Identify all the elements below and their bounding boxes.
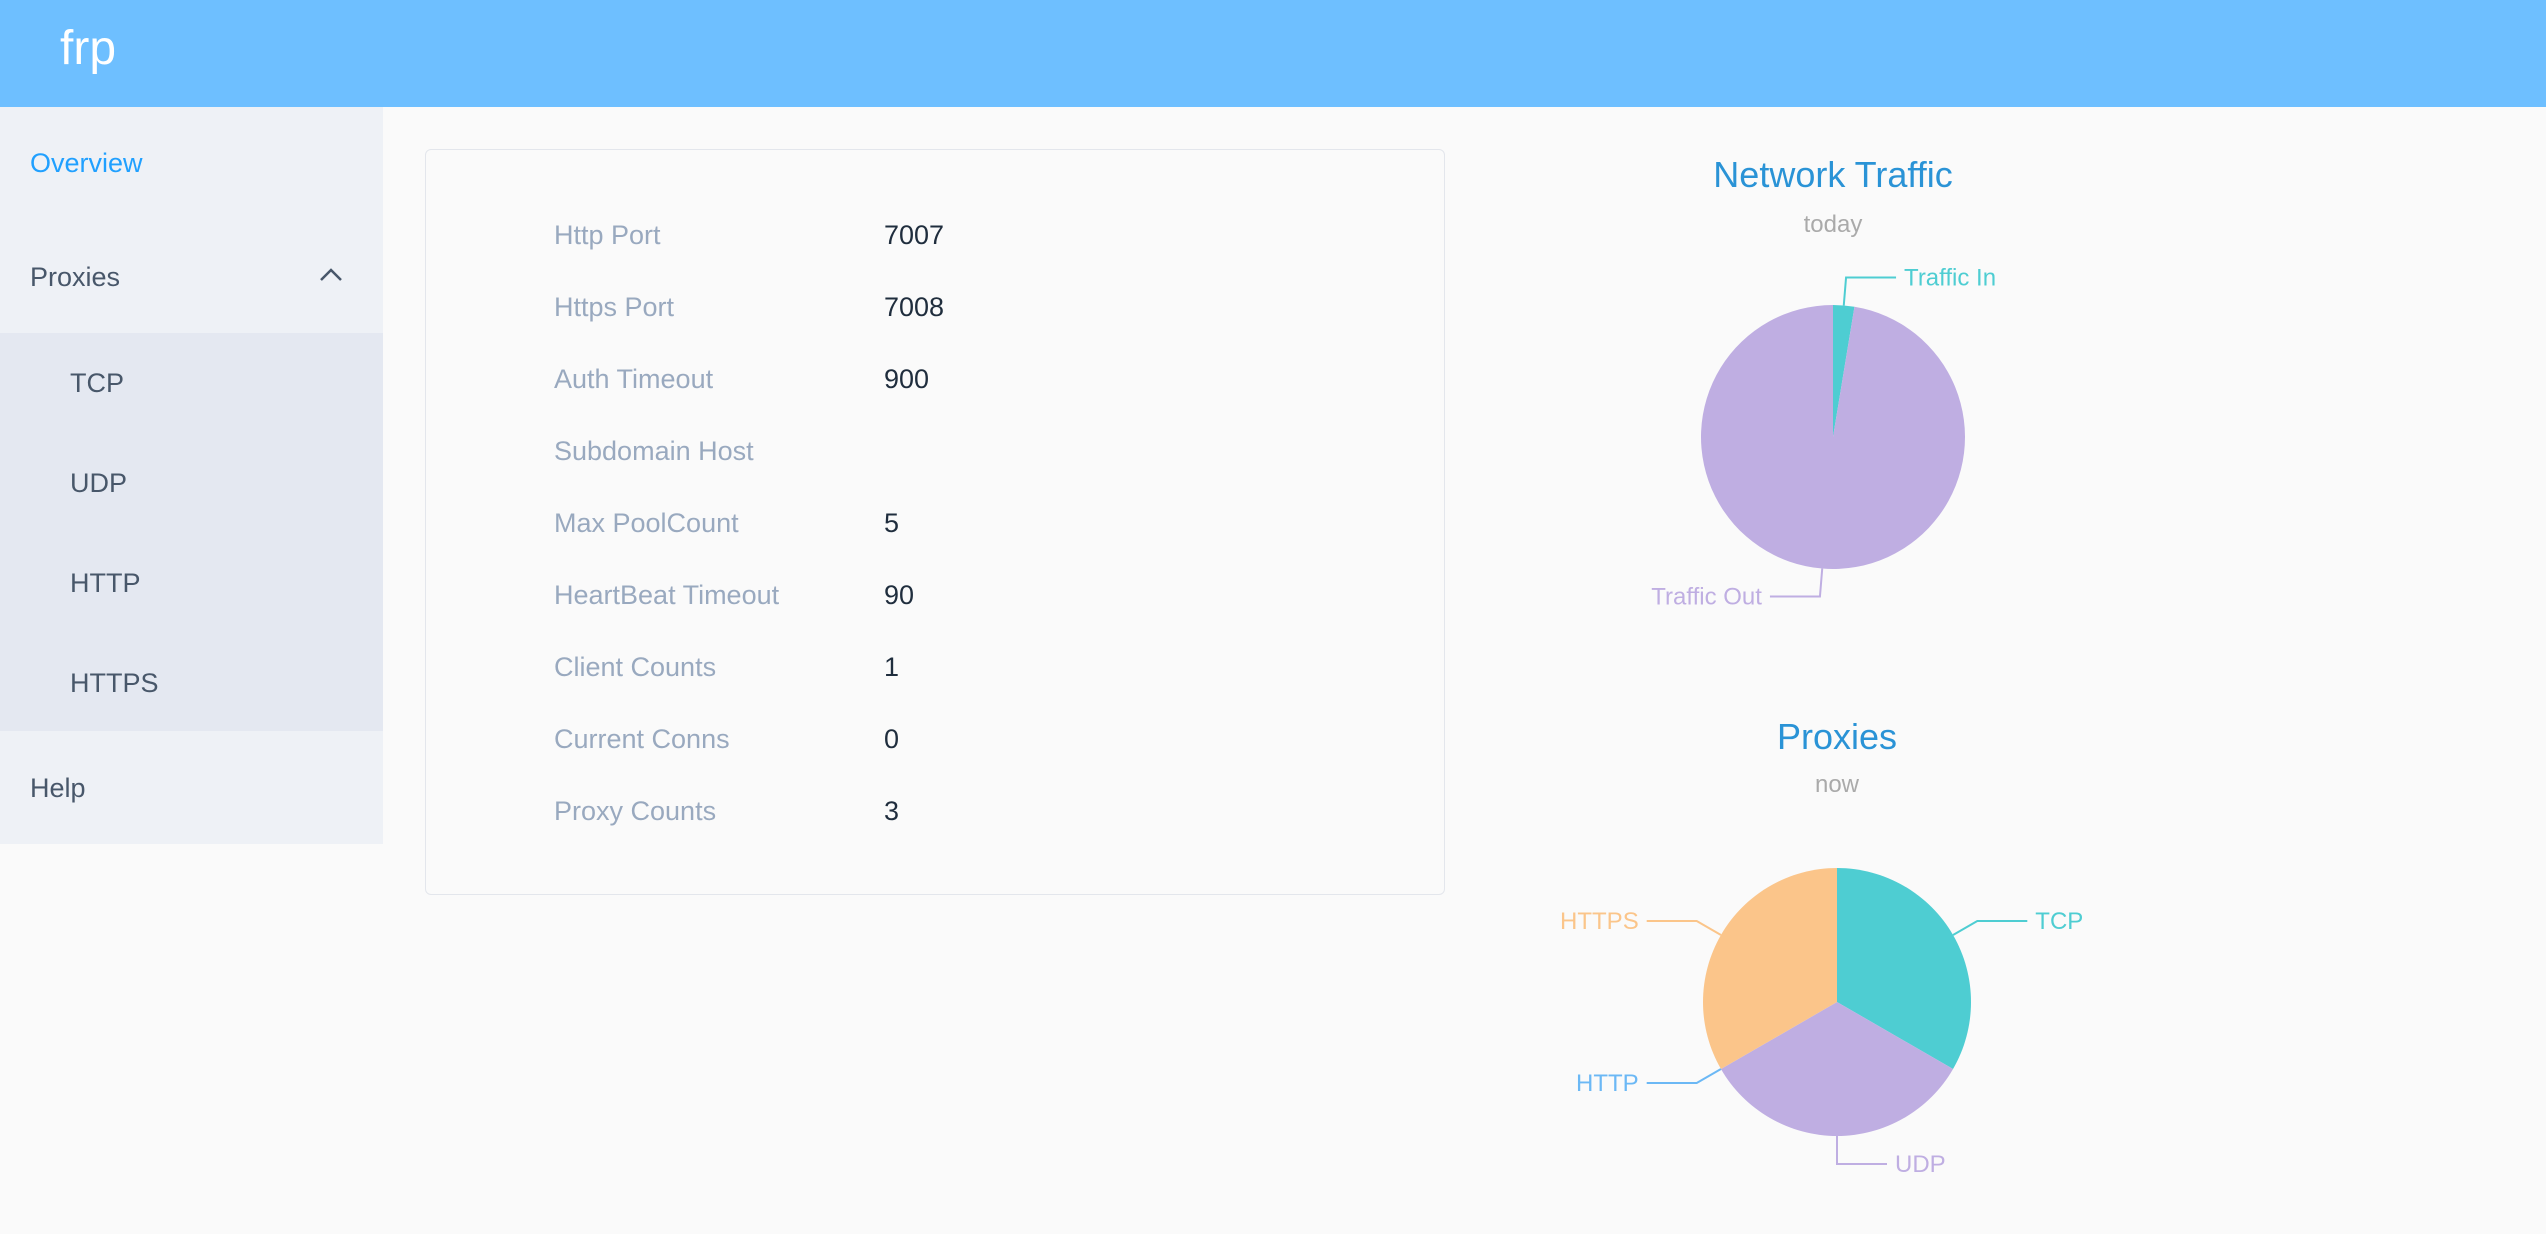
info-row: Auth Timeout 900	[554, 359, 929, 399]
info-value: 5	[884, 507, 900, 538]
info-row: HeartBeat Timeout 90	[554, 575, 914, 615]
charts-area: Network Traffic today Traffic In Traffic Ou…	[1560, 154, 2083, 1178]
info-label: HeartBeat Timeout	[554, 579, 780, 610]
info-label: Proxy Counts	[554, 795, 717, 826]
info-label: Http Port	[554, 219, 661, 250]
sidebar-item-label: Proxies	[30, 261, 121, 292]
sidebar: Overview Proxies TCP UDP HTTP HTTPS Help	[0, 107, 383, 844]
proxies-submenu: TCP UDP HTTP HTTPS	[0, 333, 383, 731]
info-value: 7007	[884, 219, 945, 250]
info-label: Client Counts	[554, 651, 717, 682]
info-value: 90	[884, 579, 915, 610]
slice-label: Traffic In	[1904, 265, 1996, 292]
info-value: 900	[884, 363, 930, 394]
server-info-card: Http Port 7007 Https Port 7008 Auth Timeout 9…	[425, 149, 1445, 895]
label-line	[1769, 568, 1824, 598]
chart-title: Network Traffic	[1713, 154, 1952, 195]
pie-slice-traffic-in[interactable]	[1833, 305, 1855, 437]
info-row: Https Port 7008	[554, 287, 944, 327]
sidebar-item-https[interactable]: HTTPS	[70, 667, 159, 698]
pie-slice-tcp[interactable]	[1837, 868, 1971, 1069]
chart-subtitle: today	[1804, 211, 1863, 238]
sidebar-item-http[interactable]: HTTP	[70, 567, 141, 598]
top-header: frp	[0, 0, 2546, 107]
label-line	[1952, 920, 2028, 936]
slice-label: Traffic Out	[1651, 583, 1762, 610]
chart-subtitle: now	[1815, 771, 1860, 798]
info-row: Current Conns 0	[554, 719, 899, 759]
sidebar-item-proxies[interactable]: Proxies	[0, 221, 383, 333]
info-label: Auth Timeout	[554, 363, 714, 394]
info-value: 1	[884, 651, 900, 682]
chart-title: Proxies	[1777, 716, 1897, 757]
slice-label: TCP	[2035, 908, 2083, 935]
sidebar-item-overview[interactable]: Overview	[30, 147, 143, 178]
info-row: Proxy Counts 3	[554, 791, 899, 831]
brand-logo[interactable]: frp	[60, 22, 117, 75]
info-label: Subdomain Host	[554, 435, 754, 466]
info-row: Client Counts 1	[554, 647, 899, 687]
pie-slice-https[interactable]	[1703, 868, 1837, 1069]
label-line	[1836, 1136, 1887, 1165]
pie-slice-udp[interactable]	[1720, 1002, 1954, 1136]
pie-slice-traffic-out[interactable]	[1700, 305, 1965, 569]
label-line	[1646, 1068, 1722, 1084]
slice-label: UDP	[1895, 1151, 1946, 1178]
info-value: 3	[884, 795, 900, 826]
info-value: 0	[884, 723, 900, 754]
info-row: Http Port 7007	[554, 215, 944, 255]
info-label: Https Port	[554, 291, 675, 322]
info-label: Max PoolCount	[554, 507, 739, 538]
slice-label: HTTPS	[1560, 908, 1639, 935]
info-row: Subdomain Host	[554, 431, 884, 471]
sidebar-item-tcp[interactable]: TCP	[70, 367, 124, 398]
chevron-up-icon	[320, 268, 342, 281]
sidebar-item-help[interactable]: Help	[30, 772, 86, 803]
sidebar-item-udp[interactable]: UDP	[70, 467, 128, 498]
info-label: Current Conns	[554, 723, 730, 754]
label-line	[1842, 276, 1897, 306]
slice-label: HTTP	[1576, 1070, 1639, 1097]
info-value: 7008	[884, 291, 945, 322]
label-line	[1646, 920, 1722, 936]
info-row: Max PoolCount 5	[554, 503, 899, 543]
